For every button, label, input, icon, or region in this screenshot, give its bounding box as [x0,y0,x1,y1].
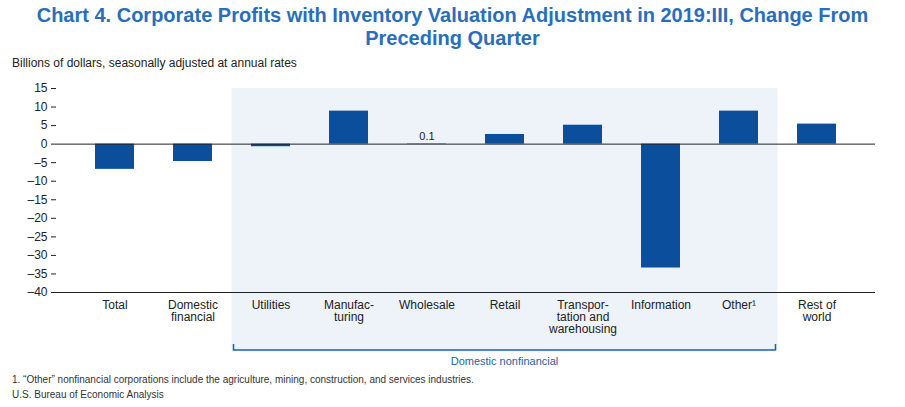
svg-text:Rest ofworld: Rest ofworld [798,298,837,324]
svg-text:–20: –20 [27,211,47,225]
svg-text:Manufac-turing: Manufac-turing [324,298,374,324]
html-text:U.S. Bureau of Economic Analys: U.S. Bureau of Economic Analysis [12,389,164,400]
svg-text:Total: Total [102,298,127,312]
html-text:Chart 4. Corporate Profits wit: Chart 4. Corporate Profits with Inventor… [36,4,869,49]
svg-text:–40: –40 [27,285,47,299]
svg-text:Utilities: Utilities [252,298,291,312]
svg-text:15: 15 [34,81,48,95]
svg-text:Domestic nonfinancial: Domestic nonfinancial [451,355,559,367]
svg-text:0: 0 [41,137,48,151]
svg-text:–5: –5 [34,156,48,170]
html-text:1. “Other” nonfinancial corpor: 1. “Other” nonfinancial corporations inc… [12,374,474,385]
svg-text:–25: –25 [27,230,47,244]
svg-text:–30: –30 [27,248,47,262]
svg-text:Wholesale: Wholesale [399,298,455,312]
svg-text:Other¹: Other¹ [722,298,756,312]
svg-text:Retail: Retail [490,298,521,312]
svg-text:Transpor-tation andwarehousing: Transpor-tation andwarehousing [548,298,617,336]
svg-text:Domesticfinancial: Domesticfinancial [168,298,218,324]
svg-text:10: 10 [34,100,48,114]
svg-text:–15: –15 [27,193,47,207]
html-text:Billions of dollars, seasonall: Billions of dollars, seasonally adjusted… [12,56,297,70]
svg-text:–10: –10 [27,174,47,188]
svg-text:–35: –35 [27,267,47,281]
svg-text:0.1: 0.1 [419,130,434,142]
svg-text:5: 5 [41,118,48,132]
svg-text:Information: Information [631,298,691,312]
